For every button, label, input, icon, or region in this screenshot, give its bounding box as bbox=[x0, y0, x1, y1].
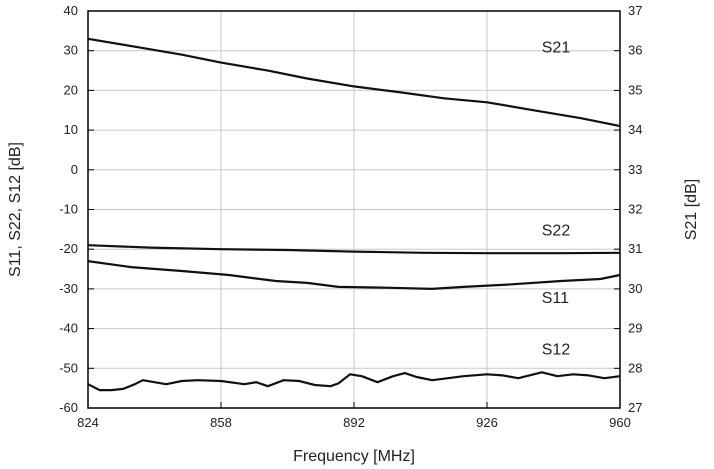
x-tick-label: 824 bbox=[77, 415, 99, 430]
y-right-tick-label: 28 bbox=[628, 360, 642, 375]
series-line-s22 bbox=[87, 244, 621, 255]
series-label-s22: S22 bbox=[542, 222, 571, 239]
x-tick-label: 858 bbox=[210, 415, 232, 430]
y-left-tick-label: 30 bbox=[64, 43, 78, 58]
y-left-tick-label: -10 bbox=[59, 202, 78, 217]
grid bbox=[88, 11, 620, 408]
y-left-tick-label: -20 bbox=[59, 241, 78, 256]
x-tick-label: 960 bbox=[609, 415, 631, 430]
y-left-tick-label: 40 bbox=[64, 3, 78, 18]
y-right-tick-label: 30 bbox=[628, 281, 642, 296]
y-right-tick-label: 29 bbox=[628, 321, 642, 336]
y-right-tick-label: 33 bbox=[628, 162, 642, 177]
y-right-tick-label: 37 bbox=[628, 3, 642, 18]
y-axis-right-title: S21 [dB] bbox=[683, 179, 700, 240]
y-left-tick-label: 20 bbox=[64, 82, 78, 97]
series-line-s11 bbox=[87, 260, 621, 290]
y-left-tick-label: 10 bbox=[64, 122, 78, 137]
y-right-tick-label: 34 bbox=[628, 122, 642, 137]
series-lines bbox=[87, 37, 621, 392]
tick-labels: 824 858 892 926 960 -60 -50 -40 -30 -20 -10 0 10 20 30… bbox=[59, 3, 642, 430]
series-label-s12: S12 bbox=[542, 341, 571, 358]
series-line-s12 bbox=[87, 371, 621, 392]
series-labels: S21 S22 S11 S12 bbox=[542, 40, 571, 359]
series-line-s21 bbox=[87, 37, 621, 128]
y-right-tick-label: 35 bbox=[628, 82, 642, 97]
y-left-tick-label: -50 bbox=[59, 360, 78, 375]
y-left-tick-label: -40 bbox=[59, 321, 78, 336]
y-left-tick-label: 0 bbox=[71, 162, 78, 177]
y-right-tick-label: 27 bbox=[628, 400, 642, 415]
x-axis-title: Frequency [MHz] bbox=[293, 448, 415, 465]
y-left-tick-label: -60 bbox=[59, 400, 78, 415]
ticks bbox=[87, 10, 621, 409]
y-right-tick-label: 36 bbox=[628, 43, 642, 58]
y-right-tick-label: 31 bbox=[628, 241, 642, 256]
x-tick-label: 926 bbox=[476, 415, 498, 430]
series-label-s21: S21 bbox=[542, 40, 571, 57]
y-axis-left-title: S11, S22, S12 [dB] bbox=[7, 142, 24, 277]
y-left-tick-label: -30 bbox=[59, 281, 78, 296]
series-label-s11: S11 bbox=[542, 290, 569, 307]
y-right-tick-label: 32 bbox=[628, 202, 642, 217]
x-tick-label: 892 bbox=[343, 415, 365, 430]
